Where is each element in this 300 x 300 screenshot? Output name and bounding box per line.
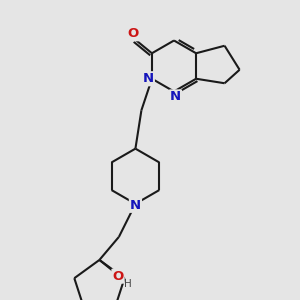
Text: N: N: [143, 72, 154, 85]
Text: N: N: [170, 90, 181, 104]
Text: O: O: [128, 27, 139, 40]
Text: O: O: [112, 270, 124, 283]
Text: H: H: [124, 279, 131, 289]
Text: N: N: [130, 199, 141, 212]
